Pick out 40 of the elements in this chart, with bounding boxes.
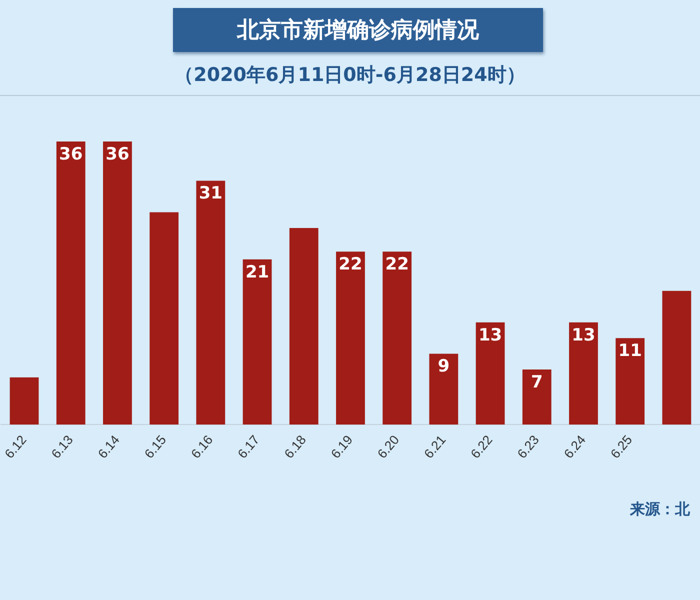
bar [242, 259, 272, 425]
chart-subtitle: （2020年6月11日0时-6月28日24时） [174, 63, 526, 88]
bar [616, 338, 645, 425]
x-tick-label: 6.18 [281, 432, 309, 462]
bar [569, 322, 598, 425]
bar [476, 322, 505, 425]
data-label: 31 [198, 184, 223, 204]
bar [10, 377, 39, 425]
bar [429, 354, 458, 425]
x-tick-label: 6.22 [468, 432, 496, 462]
data-label: 21 [245, 262, 270, 282]
data-label: 36 [106, 144, 130, 164]
bar [56, 141, 86, 425]
data-label: 13 [572, 325, 596, 346]
data-label: 22 [385, 254, 409, 274]
bar [382, 252, 412, 425]
bar [289, 228, 318, 425]
data-label: 22 [338, 254, 362, 274]
data-label: 9 [438, 356, 450, 377]
chart-title: 北京市新增确诊病例情况 [173, 8, 543, 52]
bar [522, 370, 552, 425]
data-label: 7 [530, 372, 543, 392]
bar [150, 212, 179, 425]
x-tick-label: 6.16 [188, 432, 216, 462]
bar [662, 290, 692, 425]
data-label: 36 [59, 144, 83, 164]
x-tick-label: 6.14 [94, 432, 123, 462]
data-label: 13 [478, 325, 502, 346]
x-tick-label: 6.23 [514, 432, 542, 462]
bar [336, 252, 365, 425]
bar [196, 180, 226, 425]
x-tick-label: 6.12 [2, 432, 30, 462]
x-tick-label: 6.24 [560, 432, 589, 462]
x-tick-label: 6.20 [374, 432, 402, 462]
data-label: 11 [618, 341, 642, 361]
x-tick-label: 6.21 [420, 432, 449, 462]
x-tick-label: 6.13 [48, 432, 76, 462]
x-tick-label: 6.19 [328, 432, 356, 462]
source-note: 来源：北 [630, 500, 690, 519]
bar [103, 141, 132, 425]
